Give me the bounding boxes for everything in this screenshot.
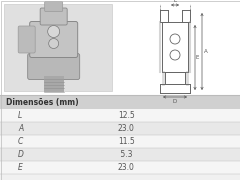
Text: D: D [173, 99, 177, 104]
Text: L: L [174, 0, 176, 3]
Text: 23.0: 23.0 [118, 124, 135, 133]
Text: Dimensões (mm): Dimensões (mm) [6, 98, 79, 107]
Text: A: A [18, 124, 23, 133]
Bar [0, 95, 240, 109]
FancyBboxPatch shape [45, 1, 63, 12]
Text: E: E [18, 163, 23, 172]
FancyBboxPatch shape [18, 26, 35, 53]
Text: L: L [18, 111, 22, 120]
FancyBboxPatch shape [30, 21, 78, 57]
Text: A: A [204, 49, 208, 54]
Bar [0, 135, 240, 148]
FancyBboxPatch shape [40, 8, 67, 25]
Circle shape [48, 26, 60, 37]
Text: E: E [196, 55, 199, 60]
Bar [0, 0, 240, 95]
Bar [4, 4, 112, 91]
Bar [0, 122, 240, 135]
Bar [0, 161, 240, 174]
Bar [0, 148, 240, 161]
FancyBboxPatch shape [28, 53, 80, 80]
Text: 5.3: 5.3 [118, 150, 132, 159]
Text: 23.0: 23.0 [118, 163, 135, 172]
Bar [0, 109, 240, 122]
Text: C: C [18, 137, 23, 146]
Circle shape [49, 39, 59, 48]
Bar [44, 75, 64, 91]
Text: 11.5: 11.5 [118, 137, 135, 146]
Text: 12.5: 12.5 [118, 111, 135, 120]
Text: D: D [18, 150, 24, 159]
